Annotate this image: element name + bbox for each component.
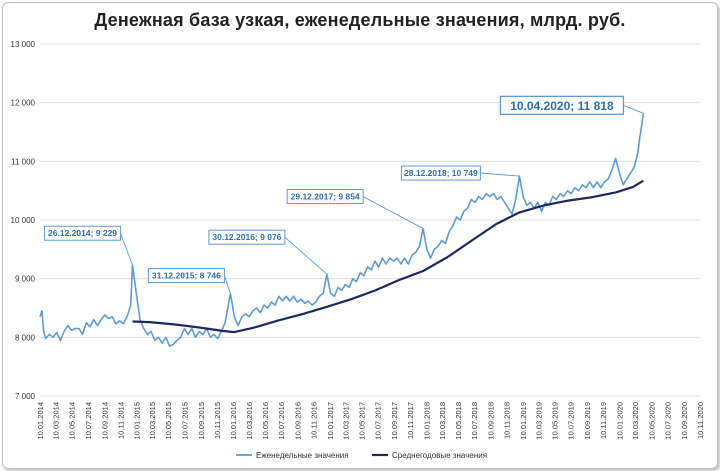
annotation-leader	[223, 275, 231, 294]
y-tick-label: 9 000	[15, 275, 36, 284]
x-tick-label: 10.05.2018	[454, 402, 463, 440]
x-tick-label: 10.03.2016	[245, 402, 254, 440]
annotation-label: 31.12.2015; 8 746	[152, 271, 221, 281]
y-tick-label: 10 000	[11, 216, 36, 225]
x-tick-label: 10.09.2018	[487, 402, 496, 440]
annotation-label: 26.12.2014; 9 229	[48, 228, 117, 238]
x-tick-label: 10.11.2014	[116, 402, 125, 439]
x-tick-label: 10.01.2020	[615, 402, 624, 440]
x-tick-label: 10.05.2014	[68, 402, 77, 440]
annotation-box	[147, 268, 225, 284]
x-tick-label: 10.09.2020	[680, 402, 689, 440]
y-tick-label: 13 000	[11, 40, 36, 49]
x-tick-label: 10.11.2016	[310, 402, 319, 439]
annotation-box	[44, 225, 122, 241]
x-tick-label: 10.07.2014	[84, 402, 93, 440]
annotation-leader	[480, 172, 520, 177]
legend-annual-label: Среднегодовые значения	[392, 451, 487, 460]
annotation-label: 28.12.2018; 10 749	[404, 168, 478, 178]
annotation-leader	[623, 104, 644, 114]
x-tick-label: 10.09.2015	[197, 402, 206, 440]
x-tick-label: 10.07.2015	[180, 402, 189, 440]
x-tick-label: 10.07.2016	[277, 402, 286, 440]
x-tick-label: 10.11.2020	[696, 402, 705, 439]
x-tick-label: 10.07.2018	[470, 402, 479, 440]
annotations: 26.12.2014; 9 229 31.12.2015; 8 746 30.12.…	[44, 95, 644, 294]
legend-weekly-label: Еженедельные значения	[256, 451, 349, 460]
x-tick-label: 10.11.2015	[213, 402, 222, 439]
legend: Еженедельные значения Среднегодовые значе…	[236, 451, 487, 460]
x-tick-label: 10.05.2017	[358, 402, 367, 440]
annotation-label: 30.12.2016; 9 076	[212, 232, 281, 242]
x-tick-label: 10.05.2020	[647, 402, 656, 440]
annotation-leader	[362, 196, 424, 229]
x-tick-label: 10.03.2017	[341, 402, 350, 440]
annotation-leader	[284, 236, 328, 275]
annual-average-line	[132, 179, 644, 334]
x-tick-label: 10.05.2019	[551, 402, 560, 440]
annotation-label: 10.04.2020; 11 818	[510, 99, 614, 113]
x-tick-label: 10.01.2017	[326, 402, 335, 440]
x-tick-label: 10.01.2016	[229, 402, 238, 440]
x-tick-label: 10.11.2018	[503, 402, 512, 439]
x-tick-label: 10.01.2014	[36, 402, 45, 440]
x-axis-ticks: 10.01.2014 10.03.2014 10.05.2014 10.07.2014…	[36, 402, 705, 440]
y-tick-label: 8 000	[15, 333, 36, 342]
y-tick-label: 12 000	[11, 99, 36, 108]
x-tick-label: 10.09.2014	[100, 402, 109, 440]
annotation-box	[286, 189, 364, 205]
y-tick-label: 11 000	[11, 157, 35, 166]
x-tick-label: 10.09.2017	[390, 402, 399, 440]
chart-title: Денежная база узкая, еженедельные значен…	[94, 10, 626, 30]
x-tick-label: 10.01.2019	[519, 402, 528, 440]
annotation-box	[499, 95, 625, 115]
x-tick-label: 10.07.2019	[567, 402, 576, 440]
x-tick-label: 10.09.2016	[294, 402, 303, 440]
x-tick-label: 10.03.2020	[631, 402, 640, 440]
x-tick-label: 10.11.2019	[599, 402, 608, 439]
x-tick-label: 10.05.2015	[164, 402, 173, 440]
y-tick-label: 7 000	[15, 392, 36, 401]
x-tick-label: 10.07.2017	[374, 402, 383, 440]
x-tick-label: 10.03.2014	[52, 402, 61, 440]
annotation-label: 29.12.2017; 9 854	[291, 192, 360, 202]
weekly-series-line	[39, 113, 645, 347]
x-tick-label: 10.05.2016	[261, 402, 270, 440]
annotation-leader	[120, 233, 133, 266]
x-tick-label: 10.03.2019	[534, 402, 543, 440]
x-tick-label: 10.11.2017	[406, 402, 415, 439]
series-lines	[39, 113, 645, 347]
x-tick-label: 10.01.2015	[133, 402, 142, 440]
x-tick-label: 10.03.2018	[438, 402, 447, 440]
annotation-box	[400, 165, 481, 181]
x-tick-label: 10.01.2018	[422, 402, 431, 440]
x-tick-label: 10.07.2020	[663, 402, 672, 440]
x-tick-label: 10.09.2019	[583, 402, 592, 440]
x-tick-label: 10.03.2015	[148, 402, 157, 440]
y-axis-ticks: 7 000 8 000 9 000 10 000 11 000 12 000 13 000	[11, 40, 36, 401]
annotation-box	[208, 229, 286, 245]
